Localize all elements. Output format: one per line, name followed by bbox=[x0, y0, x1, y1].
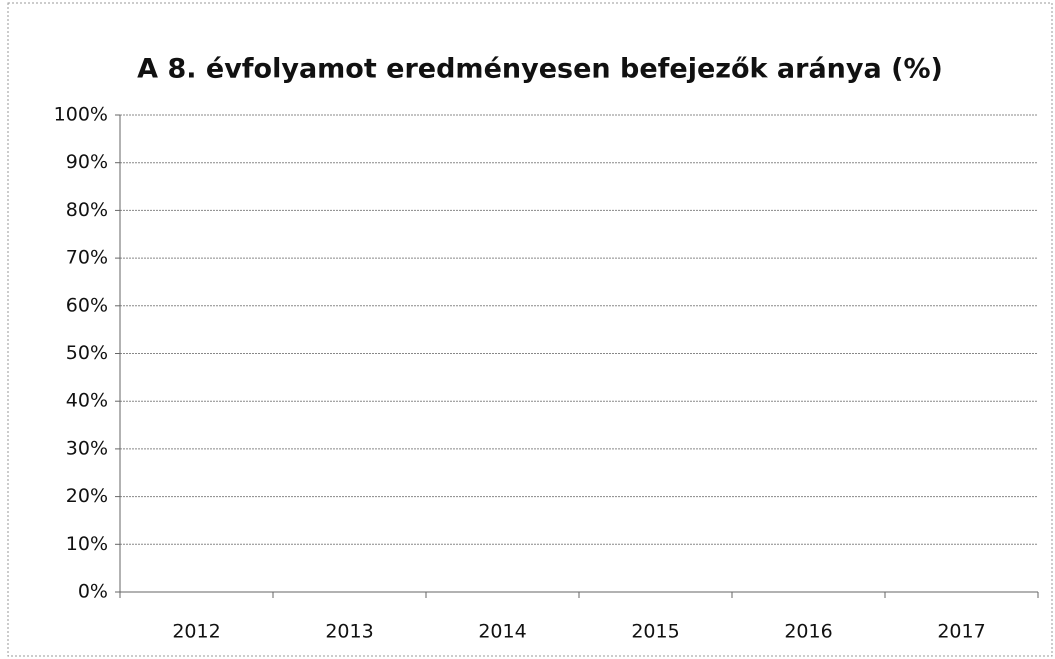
chart-border bbox=[7, 2, 1053, 657]
y-tick-label: 40% bbox=[66, 390, 108, 412]
y-tick-label: 60% bbox=[66, 294, 108, 316]
y-tick-label: 90% bbox=[66, 151, 108, 173]
y-tick-label: 0% bbox=[78, 581, 108, 603]
x-tick-label: 2015 bbox=[631, 621, 679, 643]
x-tick-label: 2017 bbox=[937, 621, 985, 643]
y-tick-label: 20% bbox=[66, 485, 108, 507]
y-tick-label: 10% bbox=[66, 533, 108, 555]
y-tick-label: 50% bbox=[66, 342, 108, 364]
y-tick-label: 30% bbox=[66, 437, 108, 459]
y-tick-label: 70% bbox=[66, 247, 108, 269]
x-tick-label: 2013 bbox=[325, 621, 373, 643]
y-tick-label: 80% bbox=[66, 199, 108, 221]
y-tick-label: 100% bbox=[54, 104, 108, 126]
x-tick-label: 2014 bbox=[478, 621, 526, 643]
x-tick-label: 2016 bbox=[784, 621, 832, 643]
x-tick-label: 2012 bbox=[172, 621, 220, 643]
chart-title: A 8. évfolyamot eredményesen befejezők a… bbox=[137, 54, 943, 85]
